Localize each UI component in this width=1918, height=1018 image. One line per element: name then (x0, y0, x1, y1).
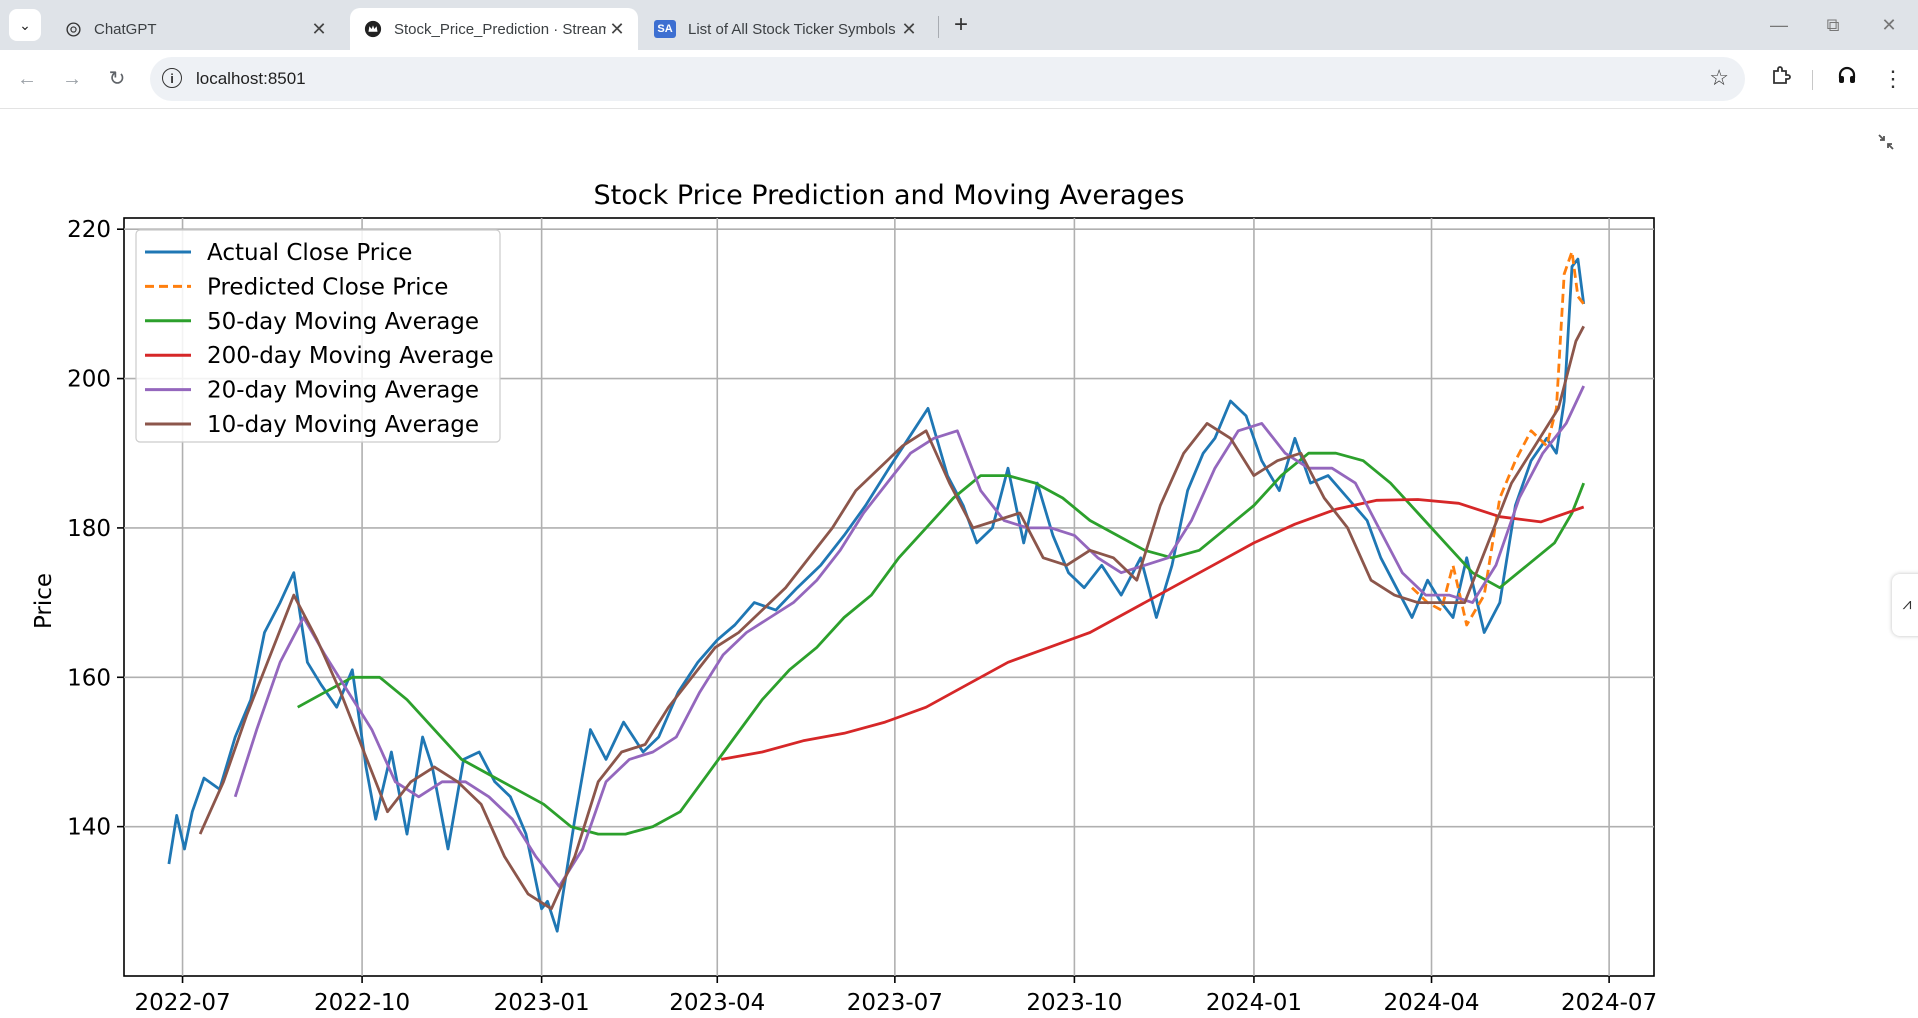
site-info-icon[interactable]: i (162, 68, 182, 88)
tab-search-chevron-down-icon[interactable]: ⌄ (9, 9, 41, 41)
y-tick-label: 220 (67, 217, 111, 243)
close-tab-icon[interactable]: ✕ (901, 18, 917, 39)
headphones-extension-icon[interactable] (1832, 64, 1862, 94)
tab-stock-ticker-symbols[interactable]: SA List of All Stock Ticker Symbols ✕ (640, 8, 930, 50)
tab-chatgpt[interactable]: ChatGPT ✕ (50, 8, 340, 50)
extensions-puzzle-icon[interactable] (1766, 64, 1796, 94)
browser-tab-strip: ⌄ ChatGPT ✕ Stock_Price_Prediction · Str… (0, 0, 1918, 50)
bookmark-star-icon[interactable]: ☆ (1709, 65, 1729, 90)
tab-title: ChatGPT (94, 20, 157, 38)
legend-label: Predicted Close Price (207, 274, 448, 300)
address-url[interactable]: localhost:8501 (196, 69, 306, 88)
toolbar-divider (1812, 70, 1813, 90)
axis-ticks: 2022-07 2022-10 2023-01 2023-04 2023-07 2023-… (67, 217, 1657, 1016)
legend-label: 20-day Moving Average (207, 378, 479, 404)
y-axis-label: Price (31, 573, 57, 629)
legend-label: 10-day Moving Average (207, 412, 479, 438)
new-tab-plus-icon[interactable]: + (953, 11, 968, 38)
x-tick-label: 2024-07 (1561, 990, 1657, 1016)
tab-title: List of All Stock Ticker Symbols (688, 20, 896, 38)
close-tab-icon[interactable]: ✕ (311, 18, 327, 39)
tab-stock-price-prediction[interactable]: Stock_Price_Prediction · Streamlit ✕ (350, 8, 638, 50)
close-tab-icon[interactable]: ✕ (609, 18, 625, 39)
tab-separator (938, 16, 939, 38)
chart-title: Stock Price Prediction and Moving Averag… (594, 180, 1185, 211)
x-tick-label: 2024-04 (1383, 990, 1479, 1016)
address-bar[interactable]: i localhost:8501 ☆ (150, 57, 1745, 101)
x-tick-label: 2023-01 (494, 990, 590, 1016)
series-line-10-day-moving-average (198, 325, 1585, 911)
side-panel-toggle-icon[interactable]: ⩘ (1892, 574, 1918, 636)
legend-box (135, 229, 501, 443)
tab-title: Stock_Price_Prediction · Streamlit (394, 20, 606, 38)
legend-label: Actual Close Price (207, 240, 412, 266)
y-tick-label: 140 (67, 815, 111, 841)
chatgpt-logo-icon (64, 20, 82, 38)
x-tick-label: 2022-07 (134, 990, 230, 1016)
more-menu-icon[interactable]: ⋮ (1882, 66, 1904, 91)
y-tick-label: 160 (67, 665, 111, 691)
x-tick-label: 2023-04 (669, 990, 765, 1016)
series-line-actual-close-price (167, 257, 1586, 933)
y-tick-label: 180 (67, 516, 111, 542)
reload-icon[interactable]: ↻ (108, 68, 126, 90)
y-tick-label: 200 (67, 367, 111, 393)
browser-toolbar: ← → ↻ i localhost:8501 ☆ ⋮ (0, 50, 1918, 109)
x-tick-label: 2023-10 (1026, 990, 1122, 1016)
restore-window-icon[interactable]: ⧉ (1826, 15, 1840, 35)
legend: Actual Close Price Predicted Close Price 5… (135, 229, 501, 443)
stock-price-chart: Stock Price Prediction and Moving Averag… (31, 180, 1657, 1016)
x-tick-label: 2023-07 (847, 990, 943, 1016)
forward-arrow-icon[interactable]: → (62, 68, 82, 90)
series (167, 250, 1586, 933)
x-tick-label: 2024-01 (1206, 990, 1302, 1016)
fullscreen-collapse-icon[interactable] (1876, 132, 1896, 158)
minimize-window-icon[interactable]: — (1770, 15, 1788, 35)
streamlit-crown-icon (364, 20, 382, 38)
close-window-icon[interactable]: ✕ (1881, 15, 1897, 35)
legend-label: 50-day Moving Average (207, 309, 479, 335)
legend-label: 200-day Moving Average (207, 343, 494, 369)
back-arrow-icon[interactable]: ← (17, 68, 37, 90)
series-line-200-day-moving-average (720, 498, 1585, 761)
seeking-alpha-icon: SA (654, 20, 676, 38)
series-line-predicted-close-price (1411, 250, 1585, 627)
series-line-50-day-moving-average (297, 451, 1586, 836)
x-tick-label: 2022-10 (314, 990, 410, 1016)
